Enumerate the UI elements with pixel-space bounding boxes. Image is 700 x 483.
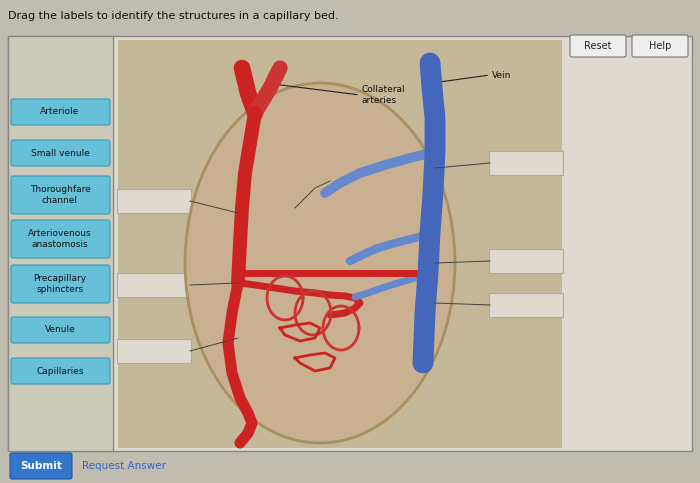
Text: Help: Help (649, 41, 671, 51)
Text: Reset: Reset (584, 41, 612, 51)
FancyBboxPatch shape (329, 169, 403, 193)
FancyBboxPatch shape (117, 273, 191, 297)
FancyBboxPatch shape (11, 358, 110, 384)
Text: Collateral
arteries: Collateral arteries (362, 85, 405, 105)
FancyBboxPatch shape (570, 35, 626, 57)
Text: Arteriovenous
anastomosis: Arteriovenous anastomosis (28, 229, 92, 249)
FancyBboxPatch shape (11, 99, 110, 125)
Ellipse shape (185, 83, 455, 443)
Text: Precapillary
sphincters: Precapillary sphincters (34, 274, 87, 294)
FancyBboxPatch shape (10, 453, 72, 479)
Text: Submit: Submit (20, 461, 62, 471)
FancyBboxPatch shape (11, 220, 110, 258)
Text: Vein: Vein (492, 71, 512, 80)
FancyBboxPatch shape (11, 317, 110, 343)
FancyBboxPatch shape (489, 293, 563, 317)
FancyBboxPatch shape (11, 140, 110, 166)
FancyBboxPatch shape (632, 35, 688, 57)
Text: Small venule: Small venule (31, 148, 90, 157)
FancyBboxPatch shape (489, 249, 563, 273)
FancyBboxPatch shape (118, 40, 562, 448)
Text: Venule: Venule (45, 326, 76, 335)
Text: Request Answer: Request Answer (82, 461, 166, 471)
FancyBboxPatch shape (117, 339, 191, 363)
FancyBboxPatch shape (489, 151, 563, 175)
Text: Thoroughfare
channel: Thoroughfare channel (29, 185, 90, 205)
FancyBboxPatch shape (11, 176, 110, 214)
FancyBboxPatch shape (117, 189, 191, 213)
FancyBboxPatch shape (8, 36, 113, 451)
Text: Arteriole: Arteriole (41, 108, 80, 116)
Text: Capillaries: Capillaries (36, 367, 84, 375)
FancyBboxPatch shape (8, 36, 692, 451)
FancyBboxPatch shape (11, 265, 110, 303)
Text: Drag the labels to identify the structures in a capillary bed.: Drag the labels to identify the structur… (8, 11, 339, 21)
